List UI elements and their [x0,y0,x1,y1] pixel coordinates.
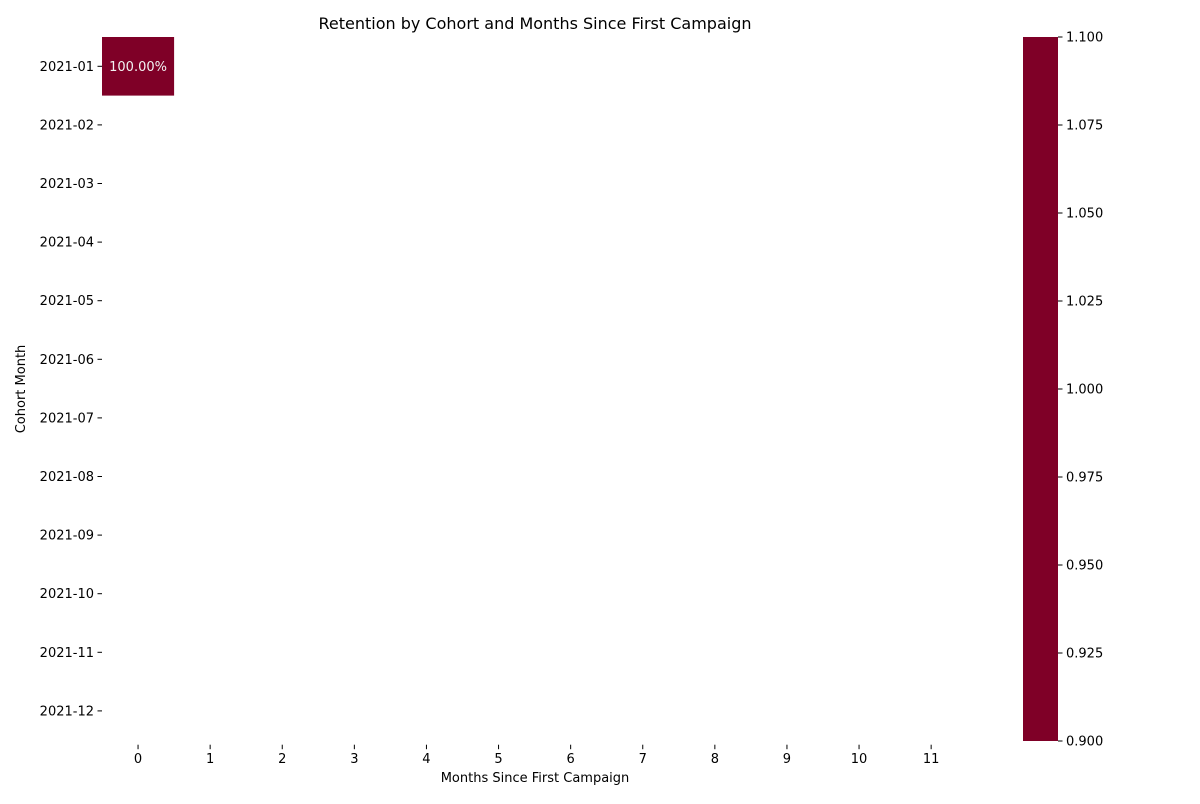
colorbar-tick-label: 1.075 [1066,119,1103,134]
cell-value-label: 100.00% [109,60,167,75]
x-tick-label: 4 [422,752,430,767]
x-tick-label: 0 [134,752,142,767]
y-tick-label: 2021-08 [40,470,94,485]
y-tick-label: 2021-07 [40,411,94,426]
colorbar-tick-label: 1.000 [1066,383,1103,398]
colorbar-tick-label: 0.900 [1066,735,1103,750]
y-axis-ticks: 2021-01 2021-02 2021-03 2021-04 2021-05 2021-… [40,60,102,719]
x-tick-label: 10 [851,752,868,767]
y-tick-label: 2021-09 [40,529,94,544]
x-tick-label: 11 [923,752,940,767]
colorbar-tick-label: 0.925 [1066,647,1103,662]
x-tick-label: 8 [711,752,719,767]
colorbar-tick-label: 0.975 [1066,471,1103,486]
y-tick-label: 2021-11 [40,646,94,661]
y-tick-label: 2021-04 [40,236,94,251]
heatmap-cell [102,37,175,96]
colorbar-tick-label: 1.100 [1066,31,1103,46]
y-tick-label: 2021-10 [40,587,94,602]
x-axis-ticks: 0 1 2 3 4 5 6 7 8 9 10 11 [134,744,940,767]
heatmap-cells: 100.00% [102,37,175,96]
y-tick-label: 2021-03 [40,177,94,192]
colorbar: 0.900 0.925 0.950 0.975 1.000 1.025 1.050 1.075… [1023,31,1103,750]
colorbar-tick-label: 0.950 [1066,559,1103,574]
colorbar-fill [1023,37,1058,741]
x-tick-label: 3 [350,752,358,767]
x-tick-label: 7 [639,752,647,767]
y-tick-label: 2021-01 [40,60,94,75]
y-tick-label: 2021-06 [40,353,94,368]
chart-title: Retention by Cohort and Months Since Fir… [318,14,751,33]
x-tick-label: 6 [567,752,575,767]
x-tick-label: 9 [783,752,791,767]
y-axis-label: Cohort Month [14,345,29,434]
colorbar-tick-label: 1.050 [1066,207,1103,222]
x-tick-label: 5 [494,752,502,767]
y-tick-label: 2021-02 [40,118,94,133]
y-tick-label: 2021-12 [40,704,94,719]
y-tick-label: 2021-05 [40,294,94,309]
x-tick-label: 1 [206,752,214,767]
x-axis-label: Months Since First Campaign [441,771,630,786]
colorbar-tick-label: 1.025 [1066,295,1103,310]
x-tick-label: 2 [278,752,286,767]
